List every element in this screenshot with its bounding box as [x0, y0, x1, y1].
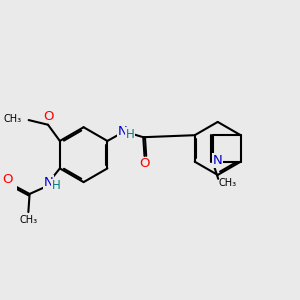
- Text: N: N: [44, 176, 54, 189]
- Text: H: H: [52, 179, 61, 192]
- Text: H: H: [125, 128, 134, 141]
- Text: O: O: [139, 157, 150, 170]
- Text: CH₃: CH₃: [4, 114, 22, 124]
- Text: CH₃: CH₃: [218, 178, 237, 188]
- Text: N: N: [118, 125, 128, 138]
- Text: O: O: [2, 172, 13, 185]
- Text: N: N: [213, 154, 223, 167]
- Text: O: O: [44, 110, 54, 122]
- Text: CH₃: CH₃: [19, 215, 38, 225]
